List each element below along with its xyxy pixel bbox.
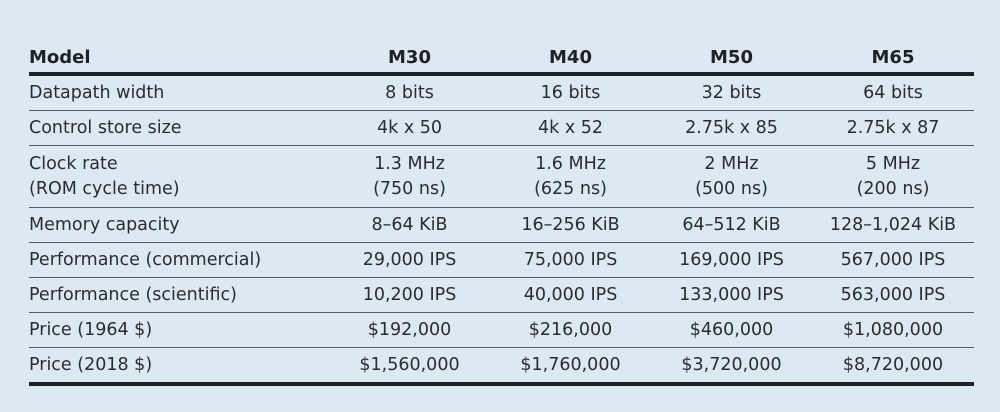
cell-m40: 4k x 52	[537, 117, 604, 138]
table-header-row: Model M30 M40 M50 M65	[29, 40, 974, 76]
cell-m30: 29,000 IPS	[362, 249, 457, 270]
clock-rate-value: 5 MHz	[865, 153, 921, 174]
cell-m40: $1,760,000	[520, 354, 621, 375]
row-label: Performance (commercial)	[29, 249, 262, 270]
header-model-m50: M50	[710, 47, 753, 68]
clock-rate-value: 1.6 MHz	[535, 153, 606, 174]
cell-m30: 4k x 50	[376, 117, 443, 138]
clock-rate-value: 2 MHz	[704, 153, 759, 174]
row-label-main: Clock rate	[29, 153, 118, 174]
rom-cycle-value: (625 ns)	[534, 178, 607, 199]
cell-m65: 563,000 IPS	[840, 284, 946, 305]
spec-table: Model M30 M40 M50 M65 Datapath width 8 b…	[29, 40, 974, 386]
row-label: Price (1964 $)	[29, 319, 153, 340]
table-row-price-1964: Price (1964 $) $192,000 $216,000 $460,00…	[29, 313, 974, 348]
table-row-datapath-width: Datapath width 8 bits 16 bits 32 bits 64…	[29, 76, 974, 111]
row-label: Memory capacity	[29, 214, 180, 235]
cell-m40: 1.6 MHz (625 ns)	[490, 152, 651, 202]
cell-m65: 567,000 IPS	[840, 249, 946, 270]
cell-m30: 8–64 KiB	[371, 214, 448, 235]
cell-m65: $1,080,000	[842, 319, 944, 340]
cell-m40: 16 bits	[540, 82, 601, 103]
header-label-model: Model	[29, 47, 91, 68]
header-model-m30: M30	[388, 47, 431, 68]
cell-m30: $1,560,000	[359, 354, 460, 375]
rom-cycle-value: (500 ns)	[695, 178, 768, 199]
cell-m40: $216,000	[528, 319, 613, 340]
table-row-control-store-size: Control store size 4k x 50 4k x 52 2.75k…	[29, 111, 974, 146]
row-label: Performance (scientific)	[29, 284, 237, 305]
table-row-performance-scientific: Performance (scientific) 10,200 IPS 40,0…	[29, 278, 974, 313]
cell-m50: 64–512 KiB	[682, 214, 781, 235]
cell-m30: 10,200 IPS	[362, 284, 457, 305]
cell-m65: 128–1,024 KiB	[829, 214, 957, 235]
cell-m50: 2 MHz (500 ns)	[651, 152, 812, 202]
cell-m30: 1.3 MHz (750 ns)	[329, 152, 490, 202]
table-row-price-2018: Price (2018 $) $1,560,000 $1,760,000 $3,…	[29, 348, 974, 386]
header-model-m40: M40	[549, 47, 592, 68]
header-model-m65: M65	[871, 47, 915, 68]
cell-m65: $8,720,000	[842, 354, 944, 375]
cell-m50: 169,000 IPS	[679, 249, 784, 270]
cell-m65: 5 MHz (200 ns)	[812, 152, 974, 202]
cell-m40: 40,000 IPS	[523, 284, 618, 305]
row-label: Datapath width	[29, 82, 165, 103]
table-row-performance-commercial: Performance (commercial) 29,000 IPS 75,0…	[29, 243, 974, 278]
rom-cycle-value: (750 ns)	[373, 178, 446, 199]
cell-m40: 16–256 KiB	[521, 214, 620, 235]
row-label: Control store size	[29, 117, 182, 138]
cell-m30: $192,000	[367, 319, 452, 340]
cell-m50: 2.75k x 85	[685, 117, 778, 138]
rom-cycle-value: (200 ns)	[856, 178, 930, 199]
cell-m65: 64 bits	[863, 82, 923, 103]
cell-m50: $3,720,000	[681, 354, 782, 375]
cell-m50: $460,000	[689, 319, 774, 340]
cell-m50: 133,000 IPS	[679, 284, 784, 305]
table-row-clock-rate: Clock rate (ROM cycle time) 1.3 MHz (750…	[29, 146, 974, 208]
cell-m40: 75,000 IPS	[523, 249, 618, 270]
clock-rate-value: 1.3 MHz	[374, 153, 445, 174]
cell-m65: 2.75k x 87	[846, 117, 940, 138]
table-row-memory-capacity: Memory capacity 8–64 KiB 16–256 KiB 64–5…	[29, 208, 974, 243]
row-label-sub: (ROM cycle time)	[29, 178, 180, 199]
cell-m50: 32 bits	[701, 82, 762, 103]
row-label: Price (2018 $)	[29, 354, 153, 375]
cell-m30: 8 bits	[385, 82, 434, 103]
row-label: Clock rate (ROM cycle time)	[29, 152, 329, 202]
